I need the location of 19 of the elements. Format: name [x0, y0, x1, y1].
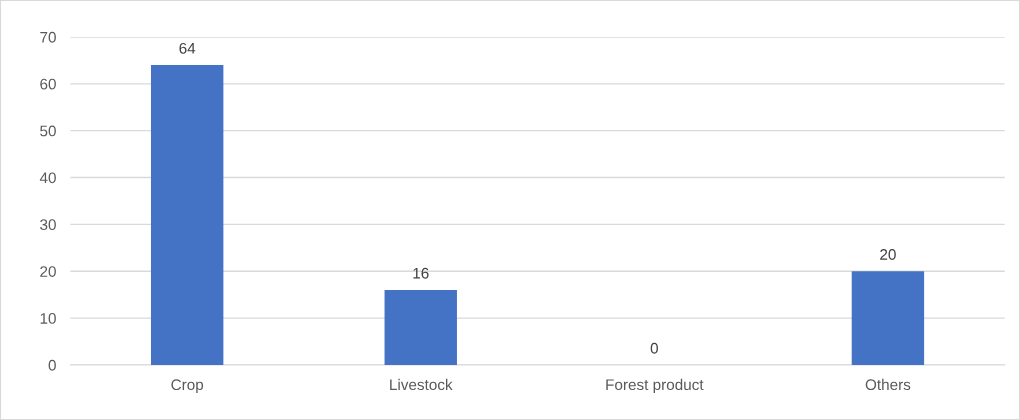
- bar: [384, 290, 457, 365]
- y-tick-label: 70: [40, 31, 56, 43]
- y-tick-label: 60: [40, 78, 56, 90]
- y-tick-label: 10: [40, 312, 56, 324]
- data-label: 16: [413, 267, 429, 279]
- x-tick-label: Crop: [171, 379, 204, 394]
- data-label: 20: [880, 249, 896, 260]
- y-tick-label: 50: [40, 125, 56, 137]
- x-tick-label: Others: [865, 378, 911, 391]
- bar: [150, 65, 224, 365]
- data-label: 0: [650, 342, 658, 354]
- y-tick-label: 20: [40, 266, 56, 277]
- y-tick-label: 0: [48, 359, 56, 371]
- bar: [851, 271, 925, 365]
- data-label: 64: [179, 42, 196, 54]
- x-tick-label: Forest product: [606, 378, 704, 394]
- y-tick-label: 30: [40, 219, 56, 231]
- y-tick-label: 40: [39, 172, 56, 184]
- x-tick-label: Livestock: [390, 378, 453, 391]
